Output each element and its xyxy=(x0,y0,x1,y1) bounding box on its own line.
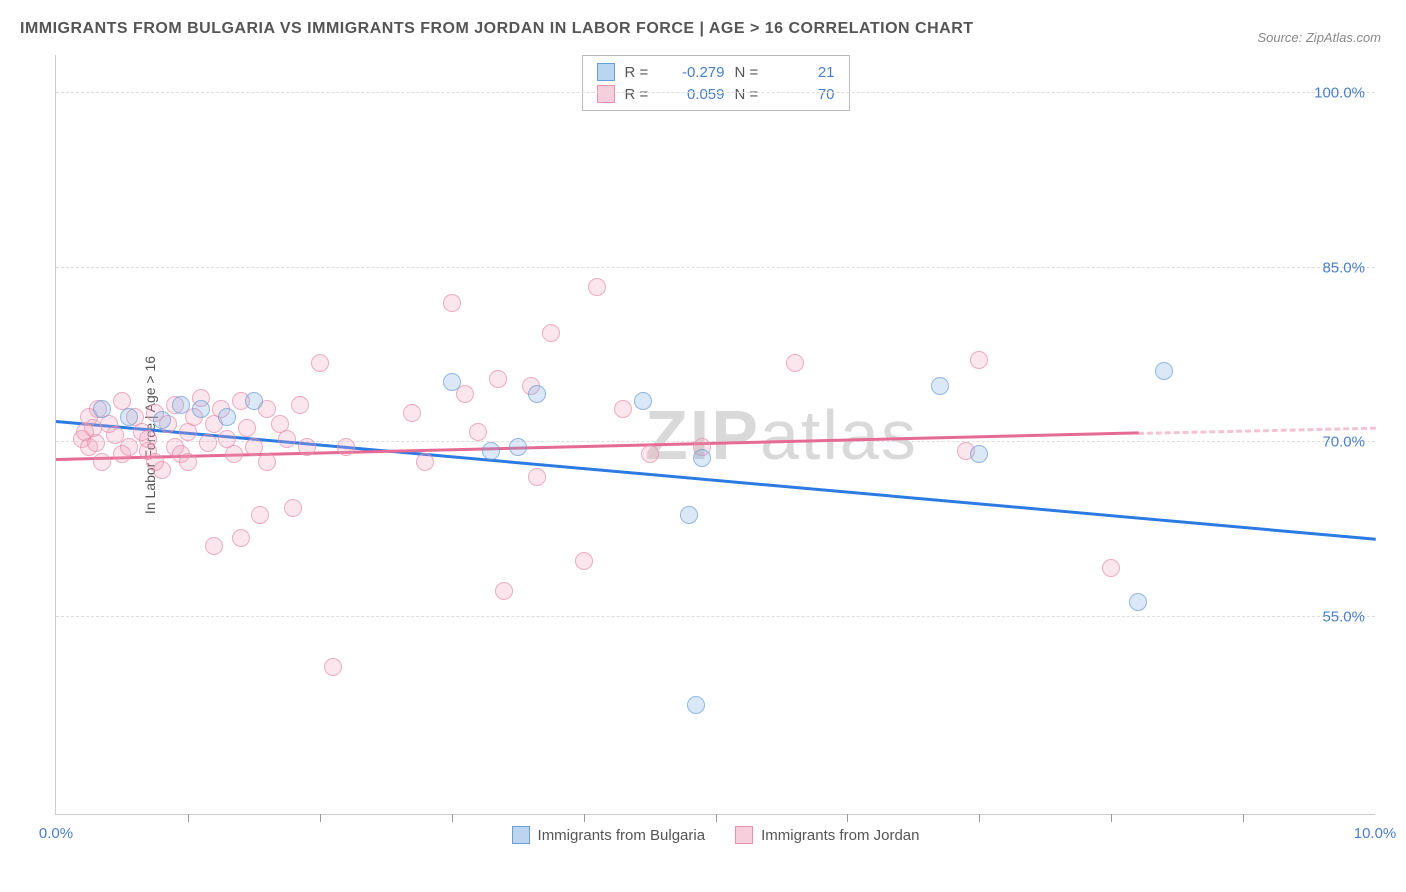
data-point-bulgaria xyxy=(1129,593,1147,611)
r-value: 0.059 xyxy=(670,86,725,103)
data-point-bulgaria xyxy=(443,373,461,391)
data-point-bulgaria xyxy=(970,445,988,463)
data-point-jordan xyxy=(1102,559,1120,577)
swatch-pink-icon xyxy=(735,826,753,844)
data-point-jordan xyxy=(542,324,560,342)
x-tick xyxy=(452,814,453,822)
data-point-bulgaria xyxy=(218,408,236,426)
data-point-jordan xyxy=(238,419,256,437)
legend-label: Immigrants from Jordan xyxy=(761,827,919,844)
data-point-jordan xyxy=(614,400,632,418)
x-tick xyxy=(1243,814,1244,822)
data-point-jordan xyxy=(298,438,316,456)
data-point-bulgaria xyxy=(1155,362,1173,380)
x-tick xyxy=(584,814,585,822)
legend-row-jordan: R = 0.059 N = 70 xyxy=(597,83,835,105)
x-max-label: 10.0% xyxy=(1354,825,1397,842)
y-tick-label: 85.0% xyxy=(1322,259,1365,276)
data-point-jordan xyxy=(489,370,507,388)
data-point-bulgaria xyxy=(634,392,652,410)
data-point-bulgaria xyxy=(153,411,171,429)
data-point-jordan xyxy=(291,396,309,414)
data-point-jordan xyxy=(311,354,329,372)
data-point-jordan xyxy=(324,658,342,676)
data-point-bulgaria xyxy=(687,696,705,714)
data-point-bulgaria xyxy=(931,377,949,395)
data-point-jordan xyxy=(495,582,513,600)
data-point-jordan xyxy=(205,537,223,555)
data-point-jordan xyxy=(120,438,138,456)
r-label: R = xyxy=(625,64,660,81)
data-point-jordan xyxy=(232,529,250,547)
data-point-bulgaria xyxy=(509,438,527,456)
chart-title: IMMIGRANTS FROM BULGARIA VS IMMIGRANTS F… xyxy=(20,20,974,38)
x-tick xyxy=(847,814,848,822)
data-point-jordan xyxy=(337,438,355,456)
r-label: R = xyxy=(625,86,660,103)
data-point-bulgaria xyxy=(120,408,138,426)
data-point-bulgaria xyxy=(680,506,698,524)
x-min-label: 0.0% xyxy=(39,825,73,842)
x-tick xyxy=(716,814,717,822)
data-point-bulgaria xyxy=(693,449,711,467)
data-point-jordan xyxy=(575,552,593,570)
swatch-blue-icon xyxy=(512,826,530,844)
data-point-jordan xyxy=(245,438,263,456)
data-point-bulgaria xyxy=(192,400,210,418)
legend-series: Immigrants from Bulgaria Immigrants from… xyxy=(512,826,920,844)
x-tick xyxy=(1111,814,1112,822)
data-point-jordan xyxy=(284,499,302,517)
data-point-jordan xyxy=(786,354,804,372)
data-point-jordan xyxy=(225,445,243,463)
data-point-jordan xyxy=(258,453,276,471)
data-point-jordan xyxy=(641,445,659,463)
data-point-jordan xyxy=(278,430,296,448)
n-value: 21 xyxy=(780,64,835,81)
x-tick xyxy=(979,814,980,822)
data-point-jordan xyxy=(443,294,461,312)
watermark: ZIPatlas xyxy=(645,395,918,475)
y-tick-label: 70.0% xyxy=(1322,434,1365,451)
gridline-horizontal xyxy=(56,616,1375,617)
data-point-jordan xyxy=(153,461,171,479)
data-point-bulgaria xyxy=(172,396,190,414)
source-label: Source: ZipAtlas.com xyxy=(1257,30,1381,45)
data-point-bulgaria xyxy=(93,400,111,418)
legend-row-bulgaria: R = -0.279 N = 21 xyxy=(597,61,835,83)
legend-label: Immigrants from Bulgaria xyxy=(538,827,706,844)
swatch-pink-icon xyxy=(597,85,615,103)
data-point-jordan xyxy=(416,453,434,471)
y-tick-label: 55.0% xyxy=(1322,608,1365,625)
x-tick xyxy=(320,814,321,822)
data-point-bulgaria xyxy=(482,442,500,460)
data-point-jordan xyxy=(970,351,988,369)
data-point-jordan xyxy=(469,423,487,441)
data-point-jordan xyxy=(403,404,421,422)
swatch-blue-icon xyxy=(597,63,615,81)
y-tick-label: 100.0% xyxy=(1314,84,1365,101)
n-value: 70 xyxy=(780,86,835,103)
gridline-horizontal xyxy=(56,267,1375,268)
n-label: N = xyxy=(735,64,770,81)
legend-item-jordan: Immigrants from Jordan xyxy=(735,826,919,844)
x-tick xyxy=(188,814,189,822)
data-point-bulgaria xyxy=(245,392,263,410)
data-point-jordan xyxy=(588,278,606,296)
data-point-jordan xyxy=(528,468,546,486)
plot-area: In Labor Force | Age > 16 ZIPatlas R = -… xyxy=(55,55,1375,815)
data-point-jordan xyxy=(251,506,269,524)
data-point-jordan xyxy=(87,434,105,452)
data-point-jordan xyxy=(93,453,111,471)
legend-correlation: R = -0.279 N = 21 R = 0.059 N = 70 xyxy=(582,55,850,111)
legend-item-bulgaria: Immigrants from Bulgaria xyxy=(512,826,706,844)
data-point-bulgaria xyxy=(528,385,546,403)
data-point-jordan xyxy=(179,453,197,471)
n-label: N = xyxy=(735,86,770,103)
r-value: -0.279 xyxy=(670,64,725,81)
data-point-jordan xyxy=(199,434,217,452)
gridline-horizontal xyxy=(56,92,1375,93)
